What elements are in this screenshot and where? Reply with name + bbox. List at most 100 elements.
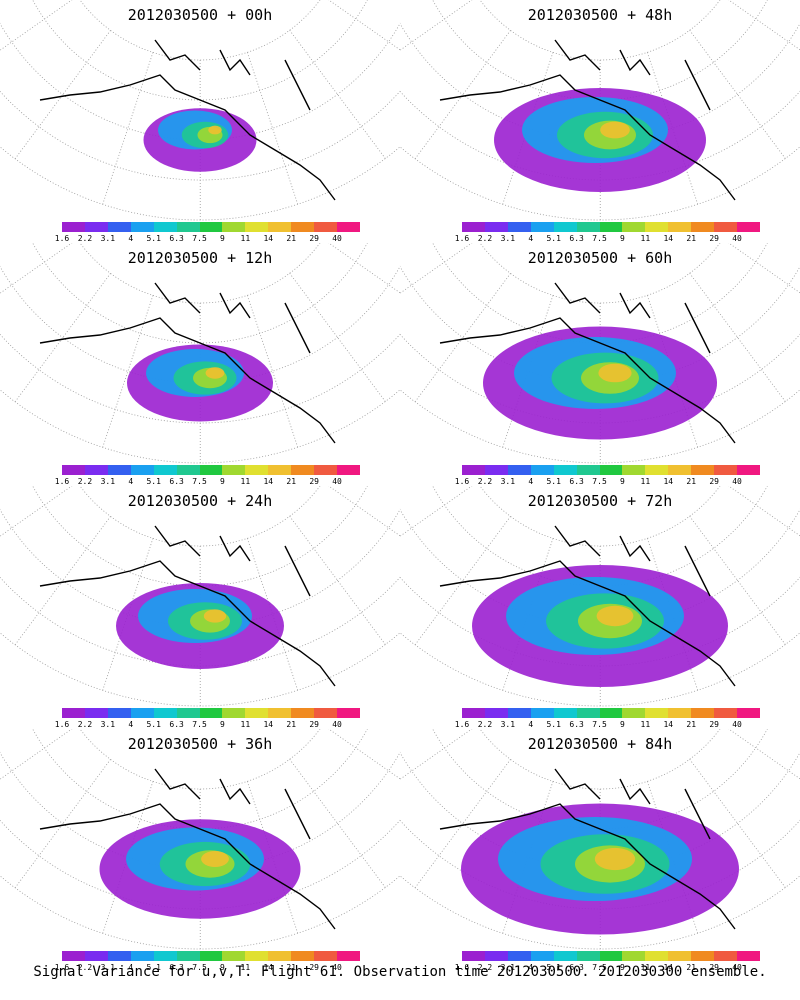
colorbar-tick-label: 1.6: [454, 963, 470, 972]
colorbar-swatch: [107, 465, 131, 475]
colorbar-swatch: [599, 708, 623, 718]
colorbar-swatch: [622, 222, 646, 232]
colorbar-swatch: [245, 708, 269, 718]
colorbar-swatch: [199, 222, 223, 232]
colorbar-tick-label: 29: [309, 234, 319, 243]
colorbar-ticks: 1.6 2.2 3.1 4 5.1 6.3 7.5 9 11 14 21 29 40: [55, 720, 360, 730]
colorbar-tick-label: 2.2: [77, 477, 93, 486]
colorbar-tick-label: 40: [332, 477, 342, 486]
coastline: [439, 768, 736, 930]
colorbar-swatch: [245, 951, 269, 961]
colorbar-ticks: 1.6 2.2 3.1 4 5.1 6.3 7.5 9 11 14 21 29 40: [455, 720, 760, 730]
colorbar-tick-label: 2.2: [477, 720, 493, 729]
colorbar-swatch: [153, 708, 177, 718]
coastline: [39, 282, 336, 444]
colorbar-swatch: [62, 465, 85, 475]
colorbar-tick-label: 21: [686, 720, 697, 729]
colorbar-swatch: [553, 708, 577, 718]
colorbar-tick-label: 9: [220, 720, 225, 729]
colorbar-swatch: [176, 951, 200, 961]
panel-title: 2012030500 + 84h: [527, 735, 673, 753]
variance-contour: [205, 367, 225, 379]
colorbar-swatch: [314, 222, 338, 232]
polar-map: [400, 243, 800, 464]
colorbar-swatch: [645, 222, 669, 232]
colorbar-tick-label: 7.5: [592, 720, 607, 729]
colorbar-swatch: [84, 708, 108, 718]
coastline: [39, 39, 336, 201]
colorbar: [462, 465, 760, 475]
colorbar-swatch: [337, 951, 360, 961]
colorbar-tick-label: 7.5: [592, 477, 607, 486]
colorbar-swatch: [222, 708, 246, 718]
colorbar-tick-label: 40: [332, 720, 342, 729]
colorbar-tick-label: 2.2: [77, 963, 93, 972]
colorbar-swatch: [199, 951, 223, 961]
colorbar-swatch: [84, 465, 108, 475]
colorbar-swatch: [107, 951, 131, 961]
colorbar-swatch: [268, 708, 292, 718]
variance-contour: [594, 847, 636, 871]
colorbar-swatch: [507, 222, 531, 232]
coastline: [439, 39, 736, 201]
graticule-arc: [79, 0, 321, 61]
colorbar-tick-label: 40: [332, 234, 342, 243]
map-panel: 2012030500 + 72h 1.6 2.2 3.1 4 5.1 6.3 7.5 9 11 14…: [400, 486, 800, 729]
colorbar-tick-label: 1.6: [54, 963, 70, 972]
colorbar-tick-label: 14: [263, 234, 274, 243]
colorbar-swatch: [645, 465, 669, 475]
colorbar-tick-label: 3.1: [100, 720, 116, 729]
colorbar-tick-label: 3.1: [100, 963, 116, 972]
colorbar-swatch: [714, 222, 738, 232]
colorbar-tick-label: 14: [663, 234, 674, 243]
colorbar-tick-label: 2.2: [77, 234, 93, 243]
colorbar-tick-label: 7.5: [592, 234, 607, 243]
colorbar-swatch: [714, 951, 738, 961]
colorbar-tick-label: 21: [286, 477, 297, 486]
colorbar-tick-label: 40: [732, 720, 742, 729]
graticule-meridian: [102, 52, 154, 205]
colorbar-swatch: [291, 708, 315, 718]
graticule-arc: [479, 0, 721, 61]
colorbar-swatch: [668, 222, 692, 232]
polar-map: [0, 243, 400, 464]
colorbar-swatch: [62, 222, 85, 232]
colorbar-swatch: [668, 708, 692, 718]
colorbar-swatch: [291, 465, 315, 475]
colorbar-tick-label: 1.6: [54, 720, 70, 729]
colorbar-swatch: [199, 708, 223, 718]
colorbar-swatch: [576, 465, 600, 475]
colorbar-ticks: 1.6 2.2 3.1 4 5.1 6.3 7.5 9 11 14 21 29 40: [455, 963, 760, 973]
variance-contour: [598, 363, 632, 383]
map-panel: 2012030500 + 84h 1.6 2.2 3.1 4 5.1 6.3 7.5 9 11 14…: [400, 729, 800, 972]
colorbar-swatch: [153, 465, 177, 475]
colorbar-tick-label: 9: [620, 234, 625, 243]
colorbar-ticks: 1.6 2.2 3.1 4 5.1 6.3 7.5 9 11 14 21 29 40: [55, 477, 360, 487]
colorbar-tick-label: 1.6: [54, 234, 70, 243]
colorbar-tick-label: 6.3: [569, 963, 584, 972]
variance-contour: [203, 609, 227, 623]
colorbar-tick-label: 2.2: [477, 963, 493, 972]
colorbar: [462, 708, 760, 718]
colorbar-tick-label: 4: [528, 720, 534, 729]
colorbar-swatch: [737, 465, 760, 475]
colorbar-swatch: [622, 708, 646, 718]
colorbar-swatch: [737, 222, 760, 232]
graticule-meridian: [14, 273, 111, 403]
colorbar-tick-label: 29: [309, 477, 319, 486]
colorbar-swatch: [462, 951, 485, 961]
colorbar-swatch: [268, 951, 292, 961]
colorbar-tick-label: 7.5: [192, 720, 207, 729]
graticule-arc: [79, 486, 321, 547]
colorbar-tick-label: 29: [309, 720, 319, 729]
coastline: [439, 525, 736, 687]
figure-caption: Signal Variance for u,v,T. Flight 61. Ob…: [33, 964, 767, 980]
colorbar-tick-label: 21: [686, 234, 697, 243]
colorbar-tick-label: 1.6: [54, 477, 70, 486]
colorbar-tick-label: 2.2: [477, 477, 493, 486]
colorbar-tick-label: 14: [663, 963, 674, 972]
colorbar-swatch: [268, 465, 292, 475]
colorbar-tick-label: 21: [686, 963, 697, 972]
colorbar-tick-label: 9: [620, 963, 625, 972]
variance-contour: [201, 851, 229, 867]
